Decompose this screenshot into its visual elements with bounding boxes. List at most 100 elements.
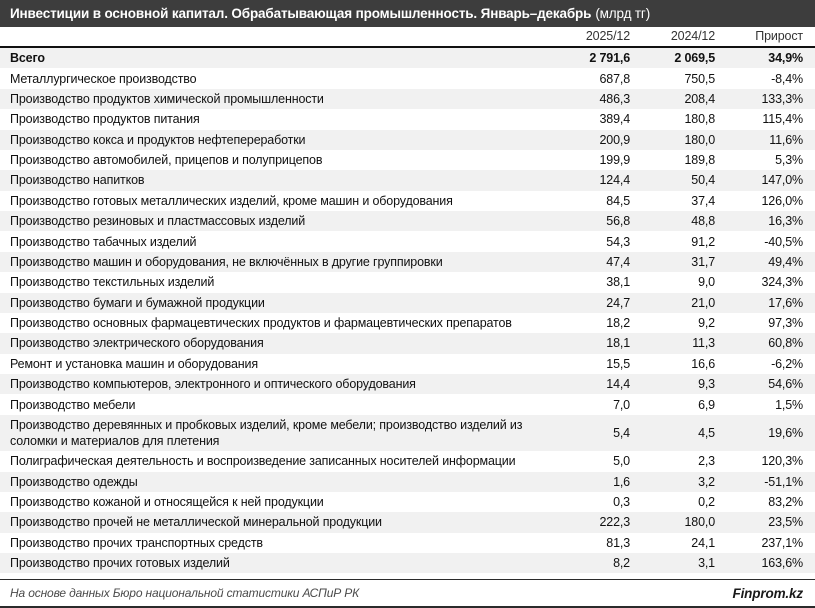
- row-label: Производство одежды: [10, 474, 138, 489]
- table-row: Производство напитков 124,4 50,4 147,0%: [0, 170, 815, 191]
- table-row: Производство бумаги и бумажной продукции…: [0, 292, 815, 313]
- value-growth: 60,8%: [768, 336, 803, 351]
- value-2024: 91,2: [691, 234, 715, 249]
- table-row: Производство деревянных и пробковых изде…: [0, 414, 815, 452]
- row-label: Производство продуктов химической промыш…: [10, 91, 324, 106]
- value-growth: 23,5%: [768, 515, 803, 530]
- value-2024: 189,8: [684, 153, 715, 168]
- value-2025: 38,1: [606, 275, 630, 290]
- value-growth: -6,2%: [771, 356, 803, 371]
- value-2024: 24,1: [691, 535, 715, 550]
- column-header-category: [0, 27, 542, 48]
- investments-table: 2025/12 2024/12 Прирост Всего 2 791,6 2 06…: [0, 27, 815, 574]
- value-2024: 16,6: [691, 356, 715, 371]
- row-label: Производство прочих готовых изделий: [10, 556, 230, 571]
- value-2024: 9,0: [698, 275, 715, 290]
- footer: На основе данных Бюро национальной стати…: [0, 579, 815, 608]
- table-row: Производство табачных изделий 54,3 91,2 -40…: [0, 231, 815, 251]
- value-growth: 16,3%: [768, 214, 803, 229]
- row-label: Производство мебели: [10, 397, 136, 412]
- value-2024: 208,4: [684, 91, 715, 106]
- table-row: Всего 2 791,6 2 069,5 34,9%: [0, 47, 815, 69]
- row-label: Производство электрического оборудования: [10, 336, 264, 351]
- table-row: Производство электрического оборудования…: [0, 333, 815, 354]
- table-row: Производство кожаной и относящейся к ней…: [0, 492, 815, 512]
- value-2025: 47,4: [606, 254, 630, 269]
- row-label: Производство кожаной и относящейся к ней…: [10, 495, 324, 510]
- row-label: Производство напитков: [10, 173, 145, 188]
- value-2024: 9,3: [698, 377, 715, 392]
- table-row: Ремонт и установка машин и оборудования 1…: [0, 354, 815, 374]
- row-label: Производство деревянных и пробковых изде…: [10, 417, 523, 448]
- value-growth: 120,3%: [761, 454, 804, 469]
- value-2024: 4,5: [698, 425, 715, 440]
- column-header-2025: 2025/12: [542, 27, 630, 48]
- row-label: Всего: [10, 51, 45, 66]
- value-growth: 49,4%: [768, 254, 803, 269]
- value-growth: 163,6%: [761, 556, 804, 571]
- value-growth: 83,2%: [768, 495, 803, 510]
- row-label: Производство резиновых и пластмассовых и…: [10, 214, 306, 229]
- table-row: Металлургическое производство 687,8 750,5 -…: [0, 68, 815, 88]
- row-label: Полиграфическая деятельность и воспроизв…: [10, 454, 516, 469]
- value-2025: 7,0: [613, 397, 630, 412]
- value-2024: 11,3: [692, 336, 715, 351]
- value-2025: 5,0: [613, 454, 630, 469]
- value-2025: 486,3: [599, 91, 630, 106]
- row-label: Производство прочих транспортных средств: [10, 535, 263, 550]
- row-label: Металлургическое производство: [10, 71, 197, 86]
- row-label: Производство продуктов питания: [10, 112, 200, 127]
- table-row: Производство основных фармацевтических п…: [0, 313, 815, 333]
- table-row: Производство мебели 7,0 6,9 1,5%: [0, 394, 815, 414]
- page-title: Инвестиции в основной капитал. Обрабатыв…: [10, 6, 592, 21]
- value-2025: 1,6: [613, 474, 630, 489]
- table-header: 2025/12 2024/12 Прирост: [0, 27, 815, 48]
- row-label: Производство бумаги и бумажной продукции: [10, 295, 265, 310]
- value-2024: 0,2: [698, 495, 715, 510]
- table-body: Всего 2 791,6 2 069,5 34,9% Металлургическое…: [0, 47, 815, 574]
- value-2024: 750,5: [684, 71, 715, 86]
- row-label: Производство прочей не металлической мин…: [10, 515, 382, 530]
- value-growth: 11,6%: [769, 132, 803, 147]
- value-2024: 180,8: [684, 112, 715, 127]
- value-growth: 115,4%: [762, 112, 803, 127]
- value-2025: 200,9: [599, 132, 630, 147]
- value-2024: 2 069,5: [674, 51, 715, 66]
- value-2024: 180,0: [684, 515, 715, 530]
- value-growth: 126,0%: [761, 193, 804, 208]
- value-2025: 199,9: [599, 153, 630, 168]
- table-row: Производство продуктов химической промыш…: [0, 88, 815, 110]
- value-2024: 48,8: [691, 214, 715, 229]
- table-row: Производство готовых металлических издел…: [0, 191, 815, 211]
- source-note: На основе данных Бюро национальной стати…: [10, 586, 360, 600]
- value-2025: 15,5: [606, 356, 630, 371]
- table-row: Производство машин и оборудования, не вк…: [0, 251, 815, 273]
- value-2024: 9,2: [698, 316, 715, 331]
- table-row: Производство одежды 1,6 3,2 -51,1%: [0, 471, 815, 492]
- table-row: Производство автомобилей, прицепов и пол…: [0, 150, 815, 170]
- value-2024: 31,7: [691, 254, 715, 269]
- table-row: Производство компьютеров, электронного и…: [0, 374, 815, 395]
- column-header-growth: Прирост: [715, 27, 815, 48]
- table-row: Полиграфическая деятельность и воспроизв…: [0, 451, 815, 471]
- value-2024: 3,1: [698, 556, 715, 571]
- row-label: Производство машин и оборудования, не вк…: [10, 254, 443, 269]
- column-header-2024: 2024/12: [630, 27, 715, 48]
- value-growth: -40,5%: [764, 234, 803, 249]
- value-2025: 81,3: [606, 535, 630, 550]
- value-growth: 17,6%: [768, 295, 803, 310]
- value-2024: 180,0: [684, 132, 715, 147]
- value-2025: 5,4: [613, 425, 630, 440]
- row-label: Производство табачных изделий: [10, 234, 197, 249]
- brand-logo: Finprom.kz: [732, 585, 803, 601]
- value-2025: 389,4: [599, 112, 630, 127]
- value-2025: 8,2: [613, 556, 630, 571]
- value-2025: 54,3: [606, 234, 630, 249]
- title-unit: (млрд тг): [595, 6, 651, 21]
- value-2024: 21,0: [691, 295, 715, 310]
- value-2024: 50,4: [691, 173, 715, 188]
- value-growth: 97,3%: [768, 316, 803, 331]
- value-growth: 34,9%: [768, 51, 803, 66]
- row-label: Ремонт и установка машин и оборудования: [10, 356, 259, 371]
